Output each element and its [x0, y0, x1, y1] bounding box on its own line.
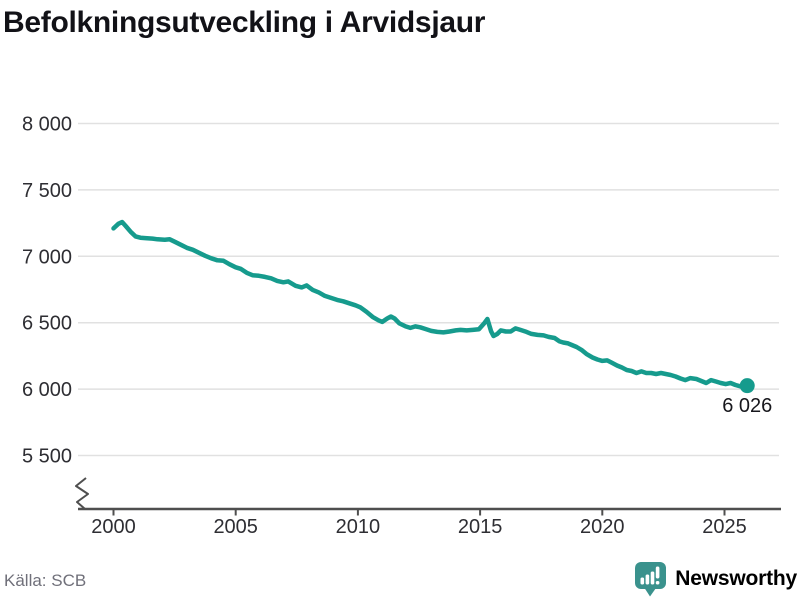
x-axis-tick-label: 2000 — [91, 516, 136, 538]
y-axis-tick-label: 6 500 — [22, 313, 72, 335]
x-axis-tick-label: 2015 — [458, 516, 503, 538]
population-line — [111, 219, 750, 389]
end-value-label: 6 026 — [722, 394, 773, 417]
y-axis-tick-label: 8 000 — [22, 114, 72, 136]
y-axis-tick-label: 7 000 — [22, 246, 72, 268]
x-axis-tick-label: 2005 — [213, 516, 258, 538]
y-axis-tick-label: 7 500 — [22, 180, 72, 202]
x-axis-tick-label: 2010 — [336, 516, 381, 538]
newsworthy-logo-icon — [635, 562, 667, 597]
newsworthy-branding[interactable]: Newsworthy — [634, 561, 797, 597]
x-axis-tick-label: 2025 — [702, 516, 747, 538]
y-axis-break-icon — [75, 477, 89, 510]
chart-title: Befolkningsutveckling i Arvidsjaur — [3, 6, 486, 39]
end-point-marker — [739, 378, 755, 394]
x-axis-tick-label: 2020 — [580, 516, 625, 538]
source-attribution: Källa: SCB — [4, 571, 87, 590]
y-axis-tick-label: 5 500 — [22, 446, 72, 468]
brand-name: Newsworthy — [675, 567, 797, 590]
y-axis-tick-label: 6 000 — [22, 379, 72, 401]
